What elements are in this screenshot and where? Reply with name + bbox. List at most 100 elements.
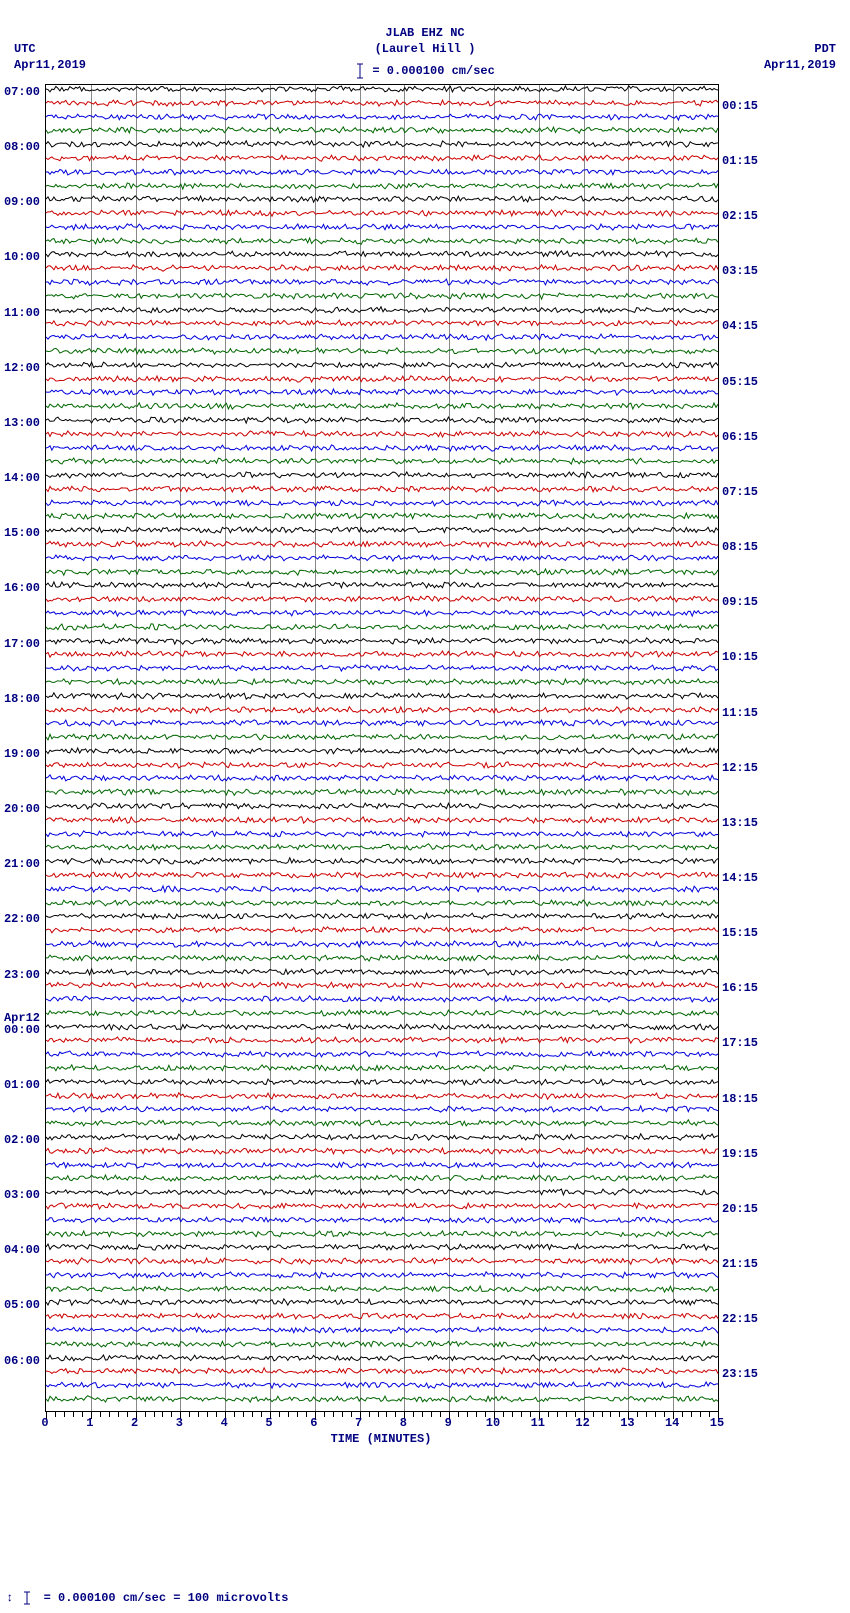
gridline	[673, 85, 674, 1411]
left-time-label: 09:00	[0, 196, 40, 208]
gridline	[270, 85, 271, 1411]
trace-row	[46, 1306, 718, 1314]
right-time-label: 18:15	[722, 1093, 802, 1105]
trace-row	[46, 865, 718, 873]
trace-row	[46, 493, 718, 501]
xtick-label: 13	[607, 1416, 647, 1430]
trace-row	[46, 948, 718, 956]
xtick-label: 11	[518, 1416, 558, 1430]
trace-row	[46, 272, 718, 280]
trace-row	[46, 1086, 718, 1094]
trace-row	[46, 714, 718, 722]
trace-row	[46, 465, 718, 473]
header-right: PDT Apr11,2019	[764, 42, 836, 73]
header-left: UTC Apr11,2019	[14, 42, 86, 73]
trace-row	[46, 934, 718, 942]
trace-row	[46, 1265, 718, 1273]
trace-row	[46, 134, 718, 142]
trace-row	[46, 534, 718, 542]
trace-row	[46, 782, 718, 790]
trace-row	[46, 1072, 718, 1080]
gridline	[91, 85, 92, 1411]
trace-row	[46, 727, 718, 735]
trace-row	[46, 396, 718, 404]
trace-row	[46, 1320, 718, 1328]
trace-row	[46, 907, 718, 915]
trace-row	[46, 176, 718, 184]
left-time-label: 01:00	[0, 1079, 40, 1091]
trace-row	[46, 1251, 718, 1259]
gridline	[449, 85, 450, 1411]
trace-row	[46, 1210, 718, 1218]
left-time-label: 10:00	[0, 251, 40, 263]
trace-row	[46, 217, 718, 225]
xtick-label: 2	[115, 1416, 155, 1430]
trace-row	[46, 1169, 718, 1177]
xtick-label: 4	[204, 1416, 244, 1430]
left-tz: UTC	[14, 42, 86, 58]
gridline	[584, 85, 585, 1411]
trace-row	[46, 93, 718, 101]
left-time-label: 18:00	[0, 693, 40, 705]
trace-row	[46, 576, 718, 584]
xtick-label: 6	[294, 1416, 334, 1430]
right-time-label: 09:15	[722, 596, 802, 608]
left-time-label: 08:00	[0, 141, 40, 153]
trace-row	[46, 1238, 718, 1246]
right-time-label: 21:15	[722, 1258, 802, 1270]
xtick-label: 5	[249, 1416, 289, 1430]
gridline	[539, 85, 540, 1411]
trace-row	[46, 1279, 718, 1287]
trace-row	[46, 589, 718, 597]
right-time-label: 11:15	[722, 707, 802, 719]
trace-row	[46, 1196, 718, 1204]
left-time-label: 03:00	[0, 1189, 40, 1201]
left-time-label: 21:00	[0, 858, 40, 870]
trace-row	[46, 1031, 718, 1039]
trace-row	[46, 962, 718, 970]
right-time-label: 12:15	[722, 762, 802, 774]
title-block: JLAB EHZ NC (Laurel Hill ) = 0.000100 cm…	[0, 26, 850, 80]
station-location: (Laurel Hill )	[0, 42, 850, 58]
left-time-label: 06:00	[0, 1355, 40, 1367]
xtick-label: 12	[563, 1416, 603, 1430]
trace-row	[46, 893, 718, 901]
trace-row	[46, 1182, 718, 1190]
trace-row	[46, 424, 718, 432]
right-date: Apr11,2019	[764, 58, 836, 74]
trace-row	[46, 851, 718, 859]
right-time-label: 10:15	[722, 651, 802, 663]
trace-row	[46, 1141, 718, 1149]
gridline	[494, 85, 495, 1411]
trace-row	[46, 507, 718, 515]
trace-row	[46, 1348, 718, 1356]
trace-row	[46, 1044, 718, 1052]
trace-row	[46, 562, 718, 570]
right-time-label: 16:15	[722, 982, 802, 994]
trace-row	[46, 231, 718, 239]
trace-row	[46, 1334, 718, 1342]
trace-row	[46, 286, 718, 294]
trace-row	[46, 1058, 718, 1066]
left-time-label: 16:00	[0, 582, 40, 594]
right-tz: PDT	[764, 42, 836, 58]
trace-row	[46, 452, 718, 460]
left-time-label: 20:00	[0, 803, 40, 815]
right-time-label: 04:15	[722, 320, 802, 332]
trace-row	[46, 1403, 718, 1411]
right-time-label: 19:15	[722, 1148, 802, 1160]
trace-row	[46, 810, 718, 818]
trace-row	[46, 920, 718, 928]
trace-row	[46, 741, 718, 749]
trace-row	[46, 1127, 718, 1135]
right-time-label: 03:15	[722, 265, 802, 277]
xtick-label: 10	[473, 1416, 513, 1430]
trace-row	[46, 341, 718, 349]
gridline	[225, 85, 226, 1411]
right-time-label: 17:15	[722, 1037, 802, 1049]
gridline	[180, 85, 181, 1411]
trace-row	[46, 148, 718, 156]
scale-indicator: = 0.000100 cm/sec	[0, 63, 850, 80]
trace-row	[46, 700, 718, 708]
right-time-label: 23:15	[722, 1368, 802, 1380]
